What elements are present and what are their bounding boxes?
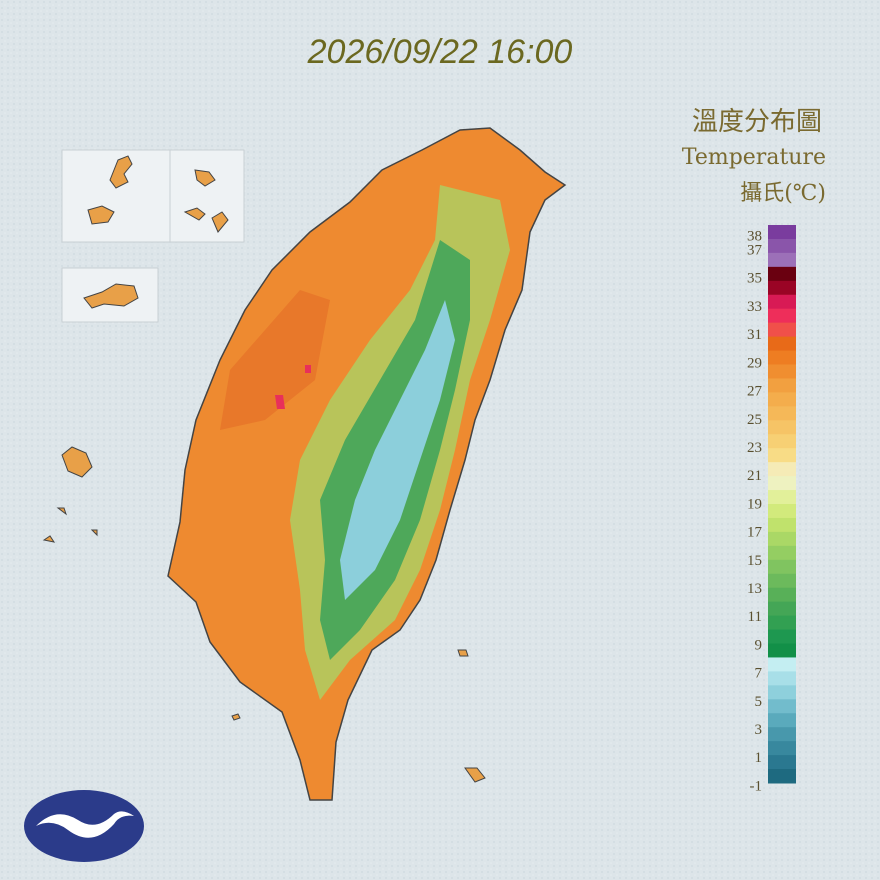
color-swatch: [768, 294, 796, 310]
color-swatch: [768, 308, 796, 324]
scale-tick-label: 27: [747, 384, 763, 400]
color-swatch: [768, 336, 796, 352]
scale-tick-label: 11: [748, 609, 762, 625]
color-swatch: [768, 699, 796, 714]
color-swatch: [768, 476, 796, 491]
color-swatch: [768, 517, 796, 533]
scale-tick-label: -1: [750, 778, 763, 794]
scale-tick-label: 13: [747, 581, 762, 597]
color-swatch: [768, 280, 796, 296]
color-swatch: [768, 490, 796, 505]
color-swatch: [768, 252, 796, 268]
color-swatch: [768, 685, 796, 700]
color-swatch: [768, 504, 796, 519]
scale-tick-label: 1: [755, 750, 763, 766]
scale-tick-label: 31: [747, 327, 762, 343]
color-swatch: [768, 671, 796, 686]
color-swatch: [768, 587, 796, 603]
legend-title-en: Temperature: [682, 145, 826, 170]
inset-islands: [42, 149, 486, 783]
scale-tick-label: 37: [747, 243, 763, 259]
scale-tick-label: 17: [747, 525, 763, 541]
scale-tick-label: 25: [747, 412, 762, 428]
legend-title-zh: 溫度分布圖: [692, 107, 822, 137]
color-swatch: [768, 322, 796, 338]
color-swatch: [768, 350, 796, 365]
color-swatch: [768, 657, 796, 672]
scale-tick-label: 7: [755, 666, 763, 682]
color-swatch: [768, 713, 796, 728]
color-swatch: [768, 559, 796, 575]
color-swatch: [768, 462, 796, 477]
scale-tick-label: 29: [747, 355, 762, 371]
color-swatch: [768, 364, 796, 379]
scale-tick-label: 3: [755, 722, 763, 738]
color-swatch: [768, 741, 796, 756]
scale-tick-label: 33: [747, 299, 762, 315]
color-swatch: [768, 727, 796, 742]
color-swatch: [768, 769, 796, 784]
color-swatch: [768, 406, 796, 421]
color-swatch: [768, 531, 796, 547]
scale-tick-label: 9: [755, 637, 763, 653]
color-swatch: [768, 545, 796, 561]
scale-tick-label: 38: [747, 228, 762, 244]
color-swatch: [768, 601, 796, 617]
scale-tick-label: 23: [747, 440, 762, 456]
scale-tick-label: 5: [755, 694, 763, 710]
color-swatch: [768, 643, 796, 658]
color-swatch: [768, 420, 796, 435]
scale-tick-label: 15: [747, 553, 762, 569]
color-swatch: [768, 448, 796, 463]
color-swatch: [768, 392, 796, 407]
scale-tick-label: 19: [747, 496, 762, 512]
color-swatch: [768, 573, 796, 589]
color-swatch: [768, 378, 796, 393]
color-swatch: [768, 629, 796, 644]
color-swatch: [768, 238, 796, 254]
timestamp: 2026/09/22 16:00: [307, 33, 573, 71]
taiwan-map: [167, 127, 567, 801]
logo: [24, 790, 144, 862]
color-swatch: [768, 266, 796, 282]
color-swatch: [768, 225, 796, 240]
color-swatch: [768, 755, 796, 770]
scale-tick-label: 35: [747, 271, 762, 287]
legend-unit: 攝氏(℃): [740, 181, 826, 206]
color-swatch: [768, 615, 796, 631]
scale-tick-label: 21: [747, 468, 762, 484]
color-swatch: [768, 434, 796, 449]
